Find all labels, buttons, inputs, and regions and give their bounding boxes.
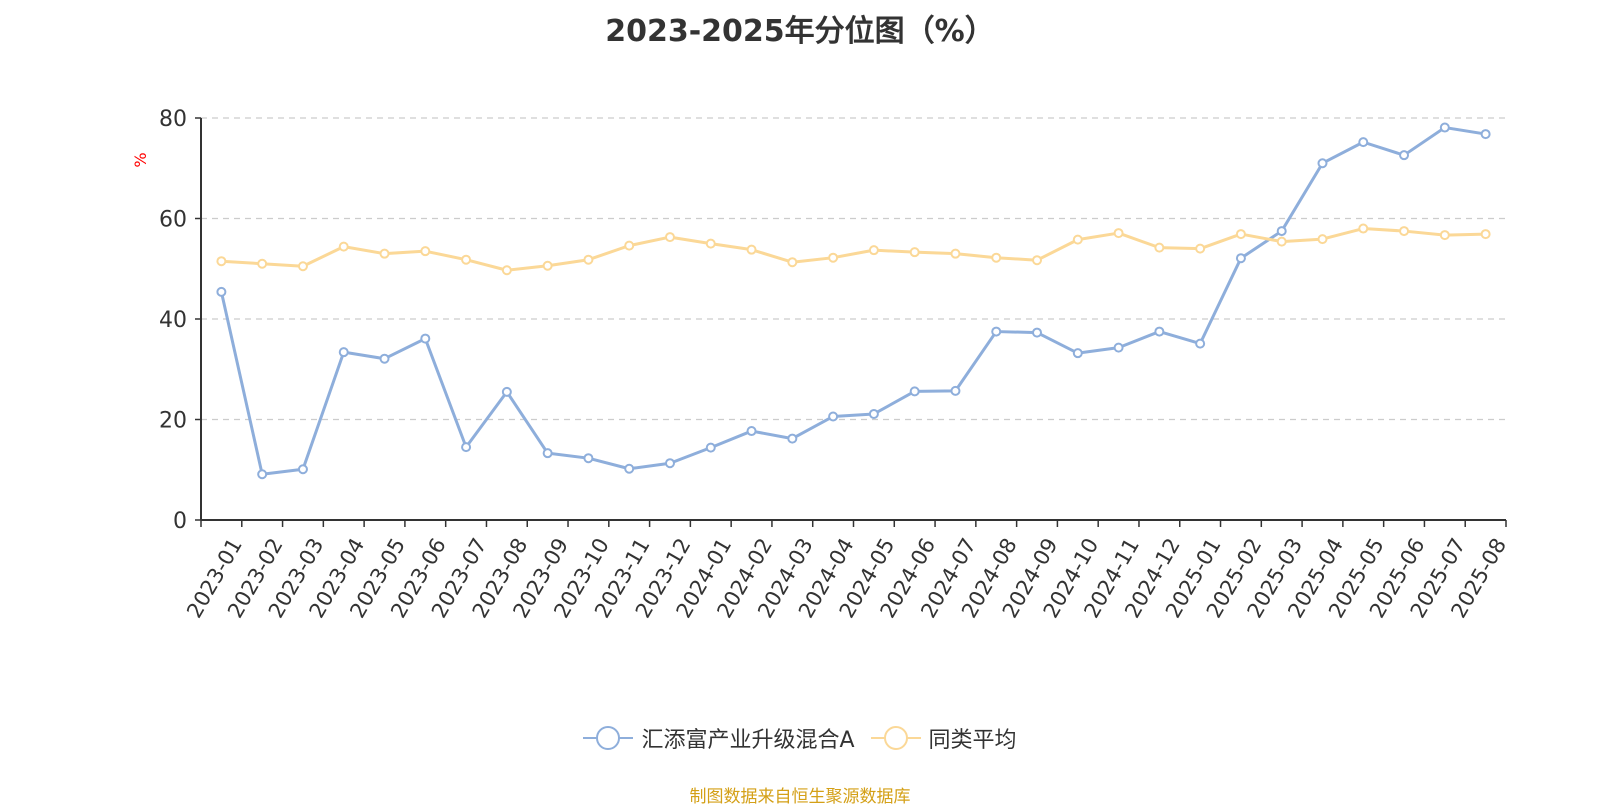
data-point: [1276, 226, 1287, 237]
series-line: [219, 126, 1486, 476]
data-point: [338, 241, 349, 252]
data-point: [991, 326, 1002, 337]
data-point: [216, 256, 227, 267]
data-point: [1072, 234, 1083, 245]
source-note: 制图数据来自恒生聚源数据库: [689, 787, 911, 807]
data-point: [787, 433, 798, 444]
data-point: [624, 240, 635, 251]
data-point: [1399, 150, 1410, 161]
data-point: [1317, 158, 1328, 169]
series-2: [216, 223, 1491, 276]
data-point: [1317, 234, 1328, 245]
legend-label: 汇添富产业升级混合A: [641, 728, 855, 753]
data-point: [583, 254, 594, 265]
data-point: [1439, 122, 1450, 133]
data-point: [868, 408, 879, 419]
data-point: [909, 247, 920, 258]
series: [216, 122, 1491, 480]
data-point: [664, 232, 675, 243]
data-point: [1276, 236, 1287, 247]
legend: 汇添富产业升级混合A 同类平均: [0, 722, 1600, 756]
data-point: [1072, 348, 1083, 359]
data-point: [624, 463, 635, 474]
data-point: [257, 469, 268, 480]
data-point: [379, 248, 390, 259]
data-point: [297, 464, 308, 475]
data-point: [991, 252, 1002, 263]
data-point: [1399, 226, 1410, 237]
data-point: [1480, 229, 1491, 240]
data-point: [828, 411, 839, 422]
data-point: [746, 426, 757, 437]
data-point: [216, 286, 227, 297]
legend-swatch-icon: [583, 726, 634, 750]
data-point: [501, 386, 512, 397]
data-point: [379, 353, 390, 364]
data-point: [297, 261, 308, 272]
data-point: [950, 248, 961, 259]
data-point: [1439, 230, 1450, 241]
y-tick-label: 60: [159, 208, 187, 233]
data-point: [1235, 253, 1246, 264]
data-point: [257, 258, 268, 269]
legend-item[interactable]: 同类平均: [870, 722, 1017, 754]
data-point: [542, 448, 553, 459]
data-point: [1154, 326, 1165, 337]
data-point: [1113, 342, 1124, 353]
data-point: [950, 385, 961, 396]
data-point: [1032, 327, 1043, 338]
y-tick-label: 0: [173, 509, 187, 534]
data-point: [1358, 223, 1369, 234]
gridlines: [201, 117, 1506, 421]
data-point: [1154, 242, 1165, 253]
data-point: [420, 246, 431, 257]
data-point: [787, 257, 798, 268]
data-point: [1195, 338, 1206, 349]
data-point: [1358, 137, 1369, 148]
data-point: [868, 245, 879, 256]
data-point: [664, 458, 675, 469]
series-line: [221, 227, 1486, 272]
data-point: [1235, 229, 1246, 240]
data-point: [1113, 228, 1124, 239]
data-point: [909, 386, 920, 397]
y-tick-label: 20: [159, 409, 187, 434]
legend-label: 同类平均: [928, 728, 1017, 753]
data-point: [828, 252, 839, 263]
data-point: [746, 244, 757, 255]
data-point: [1032, 255, 1043, 266]
chart-title: 2023-2025年分位图（%）: [605, 14, 995, 49]
legend-item[interactable]: 汇添富产业升级混合A: [583, 722, 855, 754]
data-point: [420, 333, 431, 344]
data-point: [461, 442, 472, 453]
data-point: [501, 265, 512, 276]
data-point: [1195, 243, 1206, 254]
y-tick-label: 80: [159, 107, 187, 132]
y-tick-label: 40: [159, 308, 187, 333]
data-point: [705, 442, 716, 453]
series-1: [216, 122, 1491, 480]
data-point: [1480, 129, 1491, 140]
data-point: [461, 254, 472, 265]
legend-swatch-icon: [870, 726, 921, 750]
data-point: [542, 260, 553, 271]
y-axis-label: %: [131, 152, 150, 167]
data-point: [583, 453, 594, 464]
data-point: [705, 238, 716, 249]
data-point: [338, 347, 349, 358]
